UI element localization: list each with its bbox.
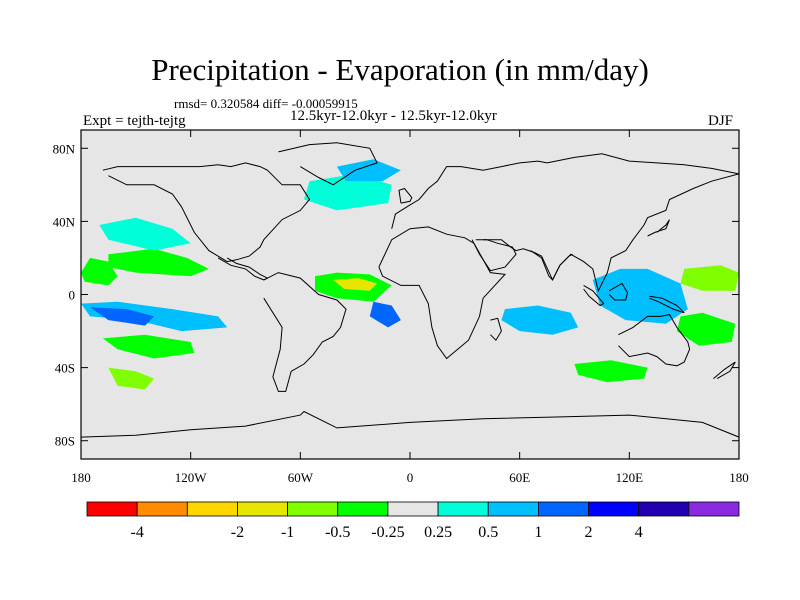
colorbar-label: -0.5 — [325, 524, 350, 541]
lon-tick-label: 120E — [616, 470, 644, 485]
stats-label: rmsd= 0.320584 diff= -0.00059915 — [174, 96, 358, 111]
anomaly-east-pacific-cyan — [99, 217, 191, 251]
anomaly-pacific-strong-positive — [90, 307, 155, 326]
coast-europe — [391, 160, 548, 229]
map-layers — [81, 142, 739, 438]
colorbar-box — [688, 501, 740, 517]
lon-tick-label: 120W — [175, 470, 208, 485]
colorbar-box — [136, 501, 188, 517]
colorbar-label: -4 — [130, 524, 143, 541]
coast-greenland — [278, 142, 378, 186]
anomaly-southern-ocean-green — [574, 360, 648, 383]
colorbar-label: 2 — [585, 524, 593, 541]
lat-tick-label: 80N — [53, 141, 76, 156]
colorbar-box — [186, 501, 238, 517]
lon-tick-label: 60E — [509, 470, 530, 485]
anomaly-west-pacific-green — [680, 265, 739, 291]
lon-tick-label: 180 — [729, 470, 749, 485]
coast-new-zealand — [713, 361, 736, 380]
colorbar-box — [337, 501, 389, 517]
colorbar-box — [437, 501, 489, 517]
coast-south-america — [263, 272, 347, 392]
coast-asia — [483, 173, 739, 293]
coast-australia — [618, 314, 691, 367]
anomaly-australia-east-green — [676, 312, 736, 346]
anomaly-central-pacific-green — [108, 248, 209, 277]
colorbar-box — [287, 501, 339, 517]
anomaly-arctic-blue — [336, 159, 401, 182]
subtitle: 12.5kyr-12.0kyr - 12.5kyr-12.0kyr — [290, 108, 497, 124]
coast-india — [530, 250, 573, 281]
lat-tick-label: 80S — [55, 434, 75, 449]
coast-antarctica — [81, 410, 739, 438]
coast-africa — [378, 226, 507, 360]
coast-uk — [398, 187, 413, 204]
anomaly-atlantic-yellow — [333, 278, 378, 291]
colorbar-box — [86, 501, 138, 517]
coast-new-guinea — [649, 295, 685, 314]
season-label: DJF — [708, 113, 734, 129]
anomaly-spcz-green — [102, 334, 195, 359]
colorbar-box — [237, 501, 289, 517]
anomaly-north-atlantic-cyan — [304, 173, 392, 211]
lon-tick-label: 180 — [71, 470, 91, 485]
lat-tick-label: 0 — [69, 288, 76, 303]
coast-madagascar — [490, 317, 502, 342]
anomaly-maritime-ring — [592, 268, 688, 324]
colorbar-label: -0.25 — [371, 524, 404, 541]
lon-tick-label: 0 — [407, 470, 414, 485]
colorbar-label: 0.25 — [424, 524, 452, 541]
colorbar-label: 0.5 — [478, 524, 498, 541]
colorbar-box — [588, 501, 640, 517]
coast-siberia — [547, 153, 739, 175]
anomaly-southern-pacific-green — [108, 367, 155, 390]
lon-tick-label: 60W — [288, 470, 314, 485]
colorbar-box — [638, 501, 690, 517]
chart-title: Precipitation - Evaporation (in mm/day) — [151, 52, 649, 87]
colorbar-box — [537, 501, 589, 517]
colorbar-label: 4 — [635, 524, 643, 541]
colorbar-box — [487, 501, 539, 517]
anomaly-indian-ocean-blue — [501, 305, 579, 335]
colorbar-box — [387, 501, 439, 517]
colorbar-label: -1 — [281, 524, 294, 541]
experiment-label: Expt = tejth-tejtg — [83, 113, 186, 129]
coast-north-america — [102, 162, 311, 263]
coast-sumatra — [583, 284, 605, 307]
coast-borneo — [608, 282, 629, 301]
lat-tick-label: 40N — [53, 214, 76, 229]
colorbar-label: 1 — [534, 524, 542, 541]
anomaly-south-atlantic-blue — [369, 301, 401, 328]
lat-tick-label: 40S — [55, 361, 75, 376]
coast-arabia — [471, 239, 517, 272]
coast-japan — [647, 219, 670, 237]
colorbar-label: -2 — [231, 524, 244, 541]
